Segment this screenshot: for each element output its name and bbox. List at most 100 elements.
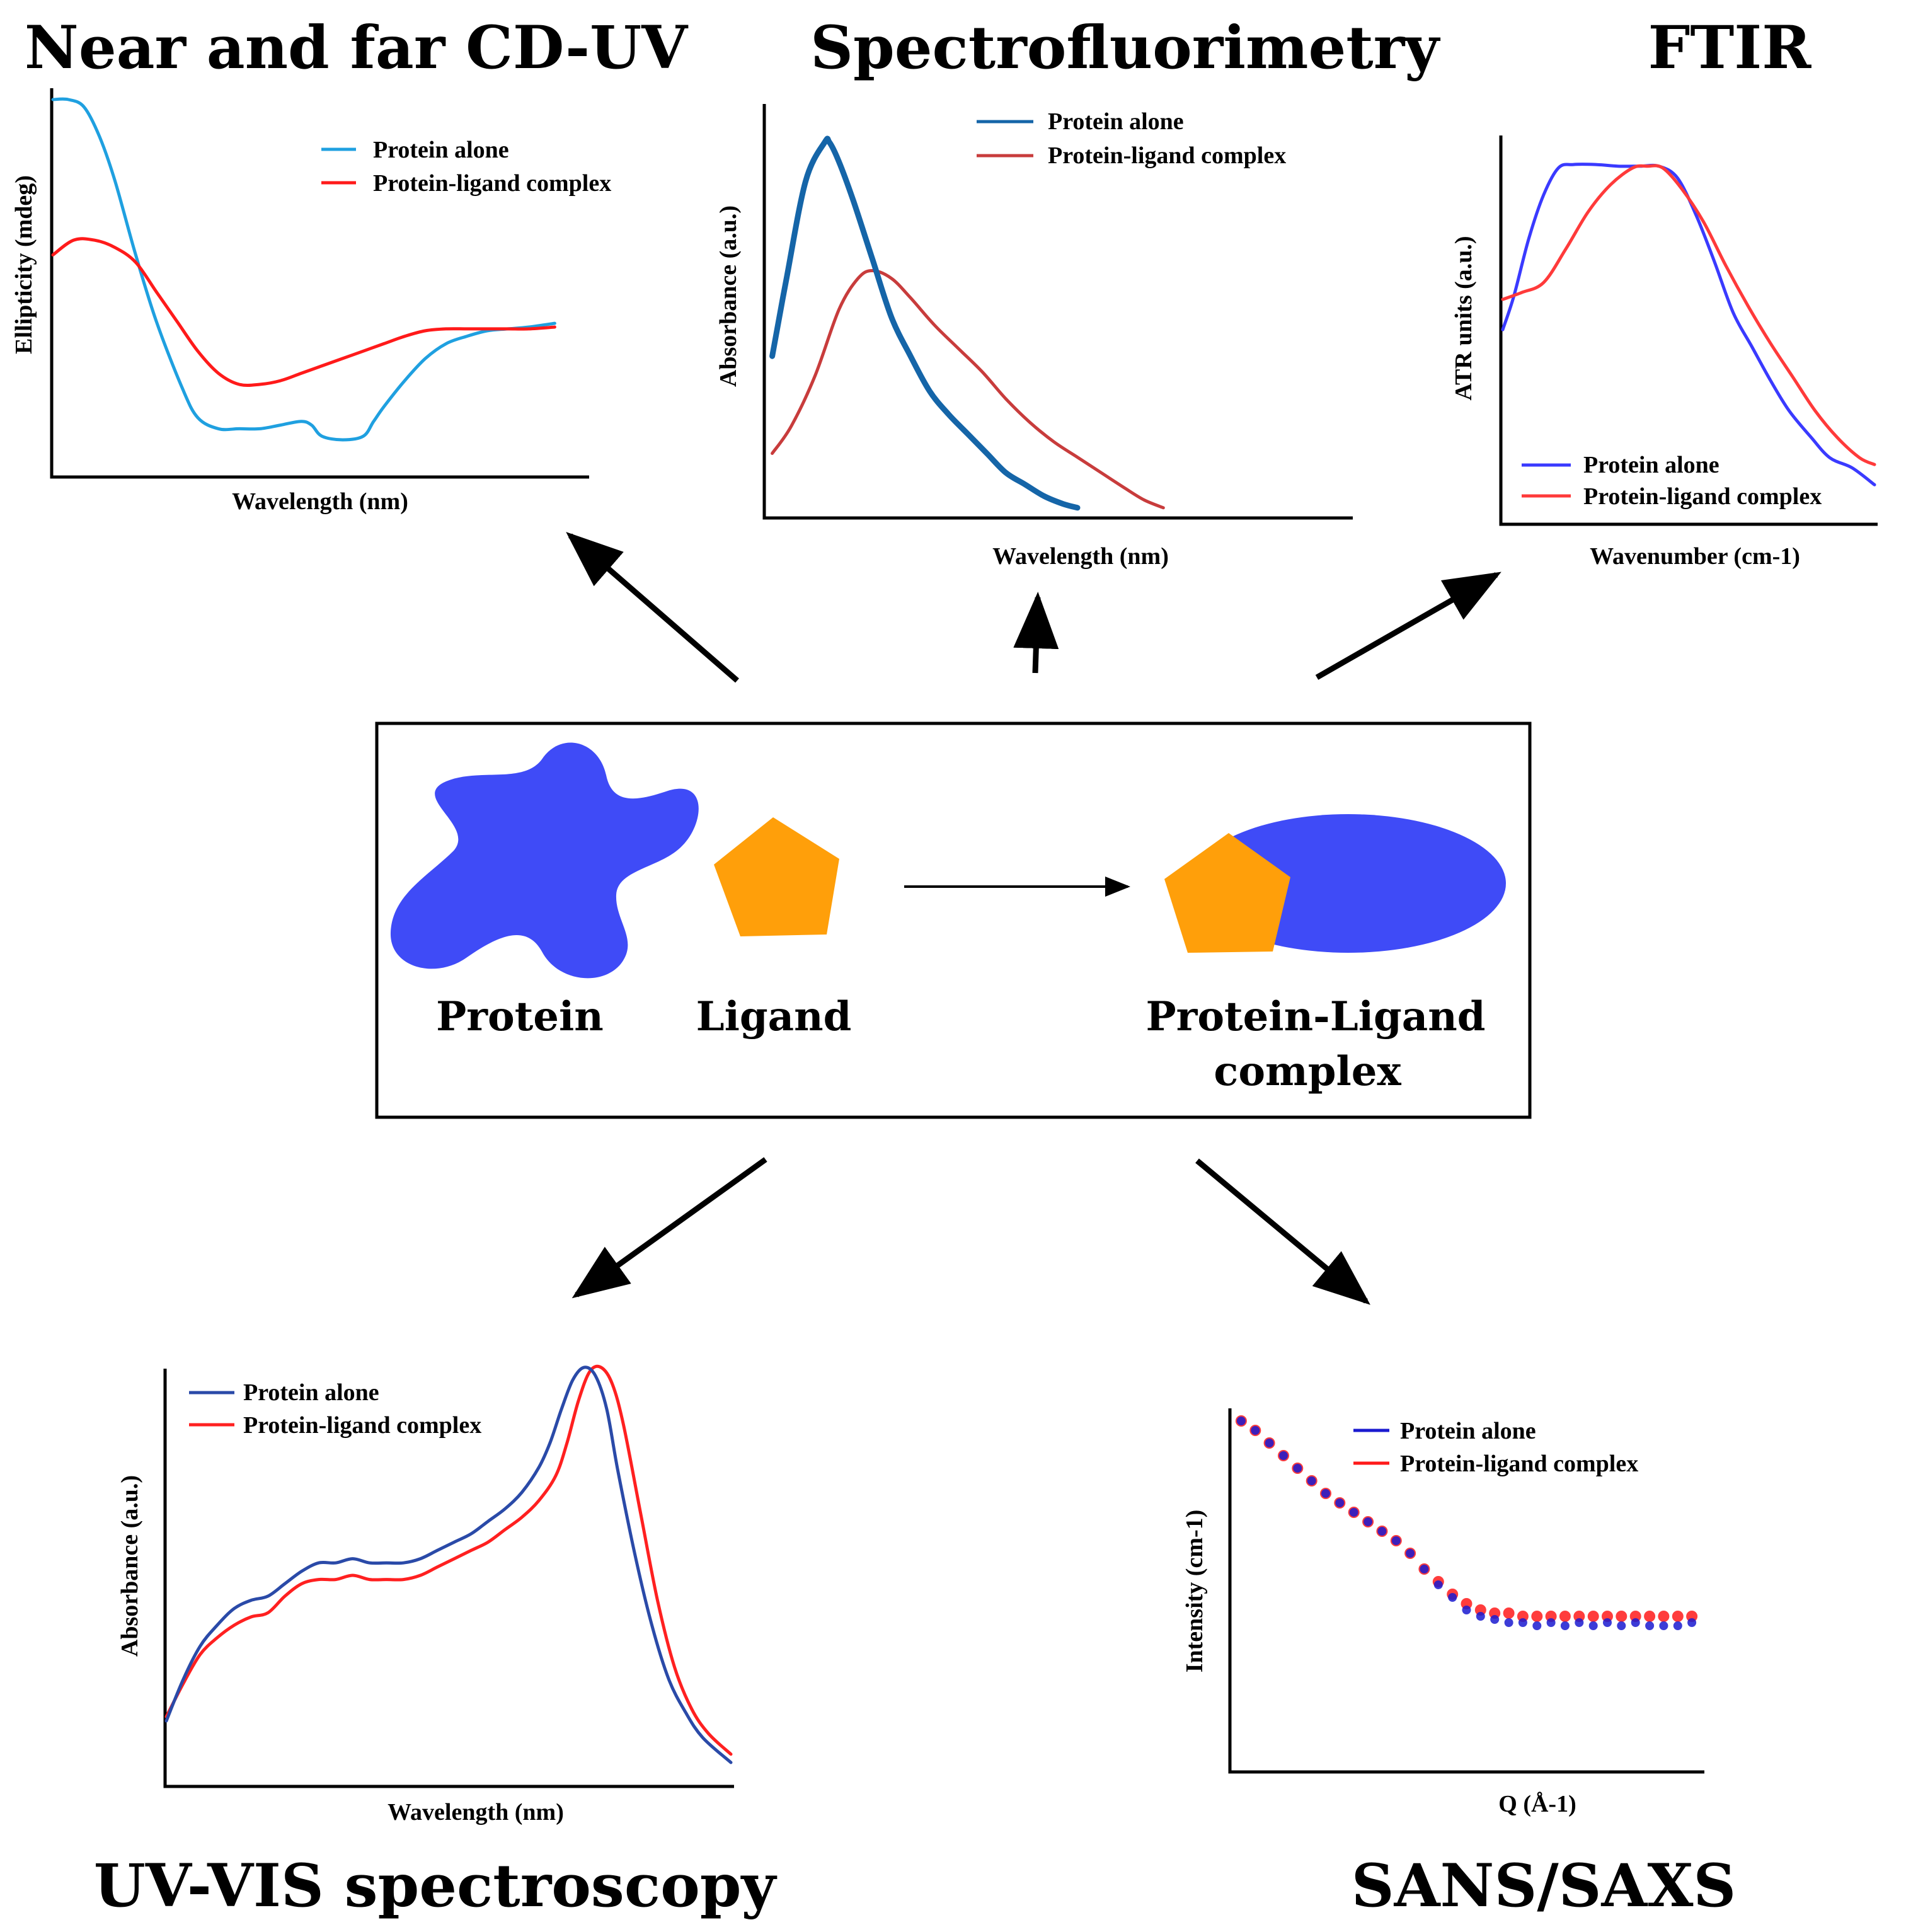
sans-point-protein-20 <box>1518 1618 1527 1627</box>
sans-point-protein-23 <box>1560 1621 1570 1630</box>
arrow-to-sans <box>1195 1158 1370 1305</box>
sans-point-complex-24 <box>1573 1611 1585 1622</box>
ftir-ylabel: ATR units (a.u.) <box>1450 236 1477 400</box>
fl-curve-protein <box>769 135 1081 511</box>
sans-point-protein-7 <box>1335 1498 1345 1507</box>
sans-point-protein-32 <box>1687 1618 1697 1627</box>
uv-ylabel: Absorbance (a.u.) <box>117 1475 143 1657</box>
sans-point-complex-27 <box>1616 1611 1628 1622</box>
sans-point-protein-3 <box>1279 1451 1288 1460</box>
sans-point-complex-17 <box>1474 1604 1486 1616</box>
sans-point-protein-0 <box>1236 1417 1246 1425</box>
sans-point-protein-6 <box>1321 1489 1330 1498</box>
fl-legend-complex: Protein-ligand complex <box>1048 142 1286 169</box>
sans-point-protein-24 <box>1575 1618 1584 1627</box>
sans-point-complex-26 <box>1602 1611 1613 1622</box>
arrows-bottom <box>571 1157 1370 1305</box>
ftir-legend: Protein alone Protein-ligand complex <box>1522 452 1822 510</box>
cd-axes <box>50 88 589 479</box>
sans-point-protein-18 <box>1490 1615 1500 1624</box>
uv-title: UV-VIS spectroscopy <box>94 1851 778 1921</box>
center-box: Protein Ligand Protein-Ligand complex <box>375 722 1532 1119</box>
cd-curve-protein <box>51 97 556 442</box>
sans-data-points <box>1235 1415 1698 1630</box>
fl-xlabel: Wavelength (nm) <box>992 543 1169 570</box>
ftir-curve-complex <box>1501 164 1876 466</box>
protein-shape <box>390 742 699 979</box>
sans-point-protein-4 <box>1293 1464 1302 1473</box>
uv-curve-protein <box>164 1366 733 1764</box>
sans-point-complex-31 <box>1672 1611 1684 1622</box>
sans-point-complex-29 <box>1644 1611 1656 1622</box>
sans-point-protein-11 <box>1391 1536 1401 1545</box>
uv-curve-complex <box>164 1364 733 1756</box>
sans-legend-complex: Protein-ligand complex <box>1400 1451 1638 1477</box>
fl-legend: Protein alone Protein-ligand complex <box>977 108 1286 169</box>
arrow-to-uv <box>571 1157 767 1299</box>
sans-point-protein-19 <box>1504 1618 1513 1627</box>
complex-label-line2: complex <box>1214 1048 1401 1095</box>
sans-point-protein-9 <box>1363 1517 1373 1526</box>
sans-point-protein-17 <box>1476 1612 1485 1621</box>
arrow-to-ftir <box>1315 572 1501 680</box>
sans-point-complex-30 <box>1658 1611 1670 1622</box>
sans-point-protein-12 <box>1406 1549 1415 1558</box>
fl-ylabel: Absorbance (a.u.) <box>715 205 742 387</box>
sans-point-protein-16 <box>1462 1606 1471 1614</box>
ftir-legend-complex: Protein-ligand complex <box>1583 483 1822 510</box>
arrow-to-cd <box>566 532 739 683</box>
sans-legend-protein: Protein alone <box>1400 1418 1536 1444</box>
fl-curve-complex <box>771 269 1165 510</box>
sans-point-complex-18 <box>1489 1607 1501 1619</box>
sans-point-protein-21 <box>1532 1621 1542 1630</box>
cd-curve-complex <box>51 237 556 388</box>
sans-point-protein-15 <box>1448 1593 1457 1602</box>
cd-legend-complex: Protein-ligand complex <box>373 170 611 197</box>
sans-point-protein-22 <box>1546 1618 1556 1627</box>
sans-point-protein-30 <box>1659 1621 1668 1630</box>
cd-xlabel: Wavelength (nm) <box>232 488 408 515</box>
complex-ligand-shape <box>1164 833 1290 953</box>
sans-point-complex-21 <box>1531 1611 1543 1622</box>
sans-point-protein-5 <box>1307 1476 1316 1485</box>
uv-xlabel: Wavelength (nm) <box>388 1799 564 1826</box>
cd-uv-panel: Near and far CD-UV Wavelength (nm) Ellip… <box>11 13 689 515</box>
uv-legend-complex: Protein-ligand complex <box>243 1412 481 1439</box>
sans-point-protein-26 <box>1603 1618 1612 1627</box>
arrow-to-fl <box>1013 592 1059 674</box>
sans-point-complex-22 <box>1545 1611 1557 1622</box>
ftir-title: FTIR <box>1648 13 1812 83</box>
sans-title: SANS/SAXS <box>1352 1851 1737 1921</box>
sans-point-protein-25 <box>1588 1621 1598 1630</box>
spectrofluorimetry-panel: Spectrofluorimetry Wavelength (nm) Absor… <box>715 13 1440 570</box>
ftir-axes <box>1499 135 1878 526</box>
sans-point-protein-27 <box>1617 1621 1626 1630</box>
sans-legend: Protein alone Protein-ligand complex <box>1353 1418 1638 1477</box>
ftir-xlabel: Wavenumber (cm-1) <box>1590 543 1800 570</box>
cd-ylabel: Ellipticity (mdeg) <box>11 175 37 354</box>
cd-legend-protein: Protein alone <box>373 137 509 163</box>
sans-xlabel: Q (Å-1) <box>1498 1791 1576 1817</box>
uv-legend-protein: Protein alone <box>243 1379 379 1406</box>
sans-point-protein-1 <box>1251 1426 1260 1435</box>
fl-axes <box>762 104 1353 520</box>
ligand-label: Ligand <box>696 993 852 1040</box>
sans-point-protein-29 <box>1645 1621 1655 1630</box>
fl-title: Spectrofluorimetry <box>810 13 1440 83</box>
uv-vis-panel: Wavelength (nm) Absorbance (a.u.) Protei… <box>94 1364 778 1921</box>
cd-legend: Protein alone Protein-ligand complex <box>321 137 611 197</box>
sans-point-complex-23 <box>1559 1611 1571 1622</box>
sans-point-protein-8 <box>1349 1508 1358 1517</box>
sans-point-complex-19 <box>1503 1607 1515 1619</box>
arrows-top <box>566 532 1501 683</box>
uv-axes <box>163 1369 734 1788</box>
uv-legend: Protein alone Protein-ligand complex <box>189 1379 481 1439</box>
sans-point-protein-10 <box>1377 1527 1387 1536</box>
sans-point-protein-28 <box>1631 1618 1640 1627</box>
protein-label: Protein <box>436 993 604 1040</box>
sans-axes <box>1228 1408 1704 1774</box>
sans-point-complex-20 <box>1517 1611 1529 1622</box>
sans-point-protein-14 <box>1433 1580 1443 1589</box>
sans-point-complex-32 <box>1686 1611 1698 1622</box>
